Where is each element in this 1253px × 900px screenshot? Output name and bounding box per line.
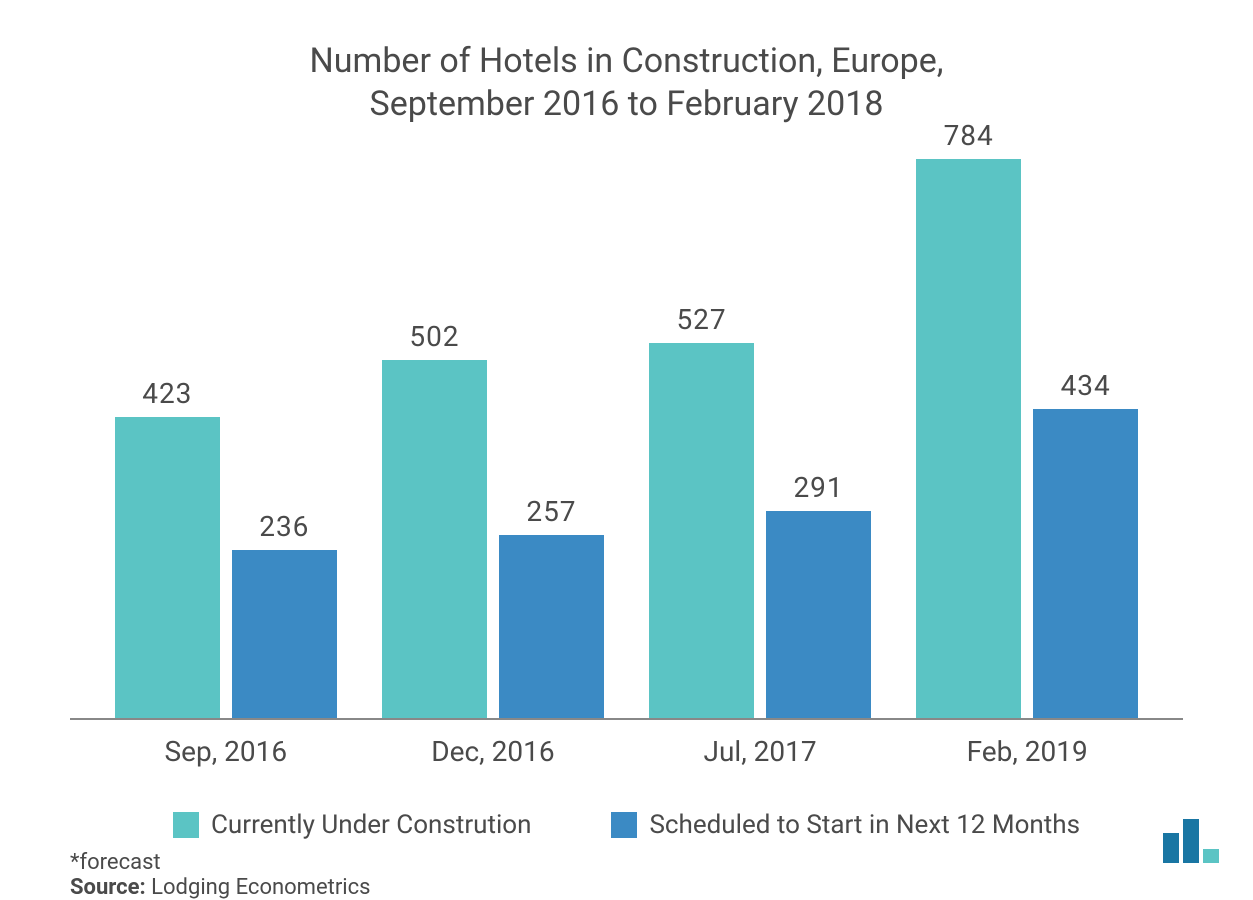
bar-value-label: 784 xyxy=(916,119,1021,152)
brand-logo xyxy=(1163,819,1223,863)
bar-value-label: 423 xyxy=(115,377,220,410)
legend-swatch xyxy=(173,812,199,838)
bar-value-label: 527 xyxy=(649,303,754,336)
legend-item: Currently Under Constrution xyxy=(173,810,531,840)
legend-item: Scheduled to Start in Next 12 Months xyxy=(611,810,1080,840)
x-axis-label: Sep, 2016 xyxy=(165,735,288,768)
bar: 502 xyxy=(382,360,487,718)
chart-title: Number of Hotels in Construction, Europe… xyxy=(177,40,1077,125)
source-label: Source: xyxy=(70,875,146,900)
bar: 434 xyxy=(1033,409,1138,718)
legend-label: Currently Under Constrution xyxy=(211,810,531,840)
bar-group: 784434 xyxy=(916,159,1138,718)
bar-value-label: 291 xyxy=(766,471,871,504)
bar-group: 502257 xyxy=(382,360,604,718)
title-line-1: Number of Hotels in Construction, Europe… xyxy=(310,41,944,81)
x-axis-label: Dec, 2016 xyxy=(431,735,554,768)
forecast-note: *forecast xyxy=(70,850,1183,875)
bar-value-label: 502 xyxy=(382,320,487,353)
legend-swatch xyxy=(611,812,637,838)
plot-area: 423236502257527291784434 xyxy=(70,150,1183,720)
bar: 257 xyxy=(499,535,604,718)
x-axis: Sep, 2016 Dec, 2016 Jul, 2017 Feb, 2019 xyxy=(70,735,1183,785)
logo-bar-3 xyxy=(1203,849,1219,863)
title-line-2: September 2016 to February 2018 xyxy=(370,84,884,124)
bar-value-label: 257 xyxy=(499,495,604,528)
bar-value-label: 236 xyxy=(232,510,337,543)
bar: 784 xyxy=(916,159,1021,718)
x-axis-label: Feb, 2019 xyxy=(967,735,1088,768)
legend: Currently Under Constrution Scheduled to … xyxy=(40,810,1213,840)
bar: 291 xyxy=(766,511,871,718)
x-axis-label: Jul, 2017 xyxy=(704,735,817,768)
source-line: Source: Lodging Econometrics xyxy=(70,875,1183,900)
bar: 423 xyxy=(115,417,220,718)
bar-group: 527291 xyxy=(649,343,871,718)
bar-value-label: 434 xyxy=(1033,369,1138,402)
bar: 236 xyxy=(232,550,337,718)
chart-container: Number of Hotels in Construction, Europe… xyxy=(0,0,1253,893)
legend-label: Scheduled to Start in Next 12 Months xyxy=(649,810,1080,840)
logo-bar-1 xyxy=(1163,833,1179,863)
bar-group: 423236 xyxy=(115,417,337,718)
bar: 527 xyxy=(649,343,754,718)
logo-bar-2 xyxy=(1183,819,1199,863)
source-value: Lodging Econometrics xyxy=(151,875,370,900)
